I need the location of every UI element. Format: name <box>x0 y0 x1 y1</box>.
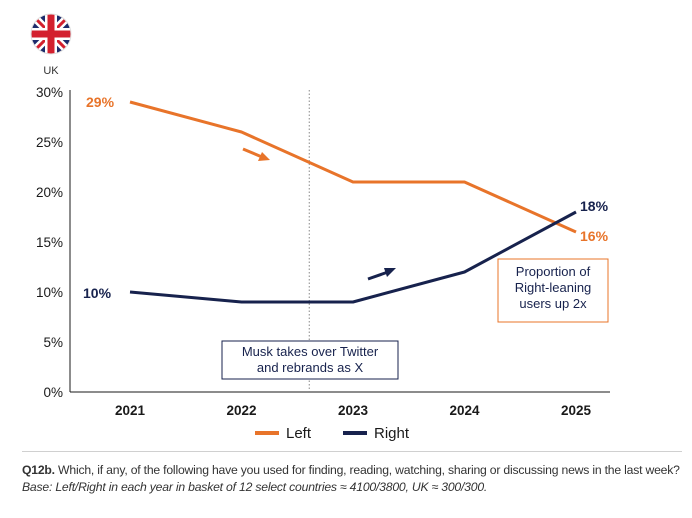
chart: UK 0%5%10%15%20%25%30% 2021 2022 2023 2024 2… <box>30 13 610 442</box>
footnote-base: Base: Left/Right in each year in basket … <box>22 480 488 494</box>
y-tick-label: 10% <box>36 285 63 300</box>
event-annotation-line-2: and rebrands as X <box>257 360 364 375</box>
event-annotation: Musk takes over Twitter and rebrands as … <box>221 340 399 380</box>
region-label: UK <box>43 65 59 77</box>
legend-label-right: Right <box>374 425 410 442</box>
x-tick-label: 2022 <box>226 403 256 418</box>
y-tick-label: 15% <box>36 235 63 250</box>
data-label-left-start: 29% <box>86 94 115 110</box>
y-tick-label: 25% <box>36 135 63 150</box>
series-line-left <box>129 100 577 234</box>
x-tick-label: 2023 <box>338 403 369 418</box>
footnote-question-text: Which, if any, of the following have you… <box>54 463 680 477</box>
y-tick-label: 0% <box>43 385 63 400</box>
y-tick-label: 30% <box>36 85 63 100</box>
legend: Left Right <box>255 425 410 442</box>
data-label-right-start: 10% <box>83 285 112 301</box>
x-tick-label: 2021 <box>115 403 146 418</box>
data-label-left-end: 16% <box>580 228 609 244</box>
y-tick-label: 5% <box>43 335 63 350</box>
data-label-right-end: 18% <box>580 198 609 214</box>
footnote: Q12b. Which, if any, of the following ha… <box>22 462 687 496</box>
series-line-right <box>129 210 577 304</box>
y-tick-group: 0% 5% 10% 15% 20% 25% 30% <box>36 85 63 400</box>
callout-line-2: Right-leaning <box>515 280 592 295</box>
trend-arrow-left-icon <box>242 147 270 161</box>
y-tick-label: 20% <box>36 185 63 200</box>
callout-line-3: users up 2x <box>519 296 587 311</box>
x-tick-group: 2021 2022 2023 2024 2025 <box>115 403 592 418</box>
footer-divider <box>22 451 682 452</box>
trend-arrow-right-icon <box>367 268 396 281</box>
callout-annotation: Proportion of Right-leaning users up 2x <box>497 258 609 323</box>
event-annotation-line-1: Musk takes over Twitter <box>242 344 379 359</box>
x-tick-label: 2025 <box>561 403 592 418</box>
x-tick-label: 2024 <box>449 403 480 418</box>
callout-line-1: Proportion of <box>516 264 591 279</box>
footnote-question-id: Q12b. <box>22 463 55 477</box>
uk-flag-icon <box>30 13 72 55</box>
legend-label-left: Left <box>286 425 312 442</box>
